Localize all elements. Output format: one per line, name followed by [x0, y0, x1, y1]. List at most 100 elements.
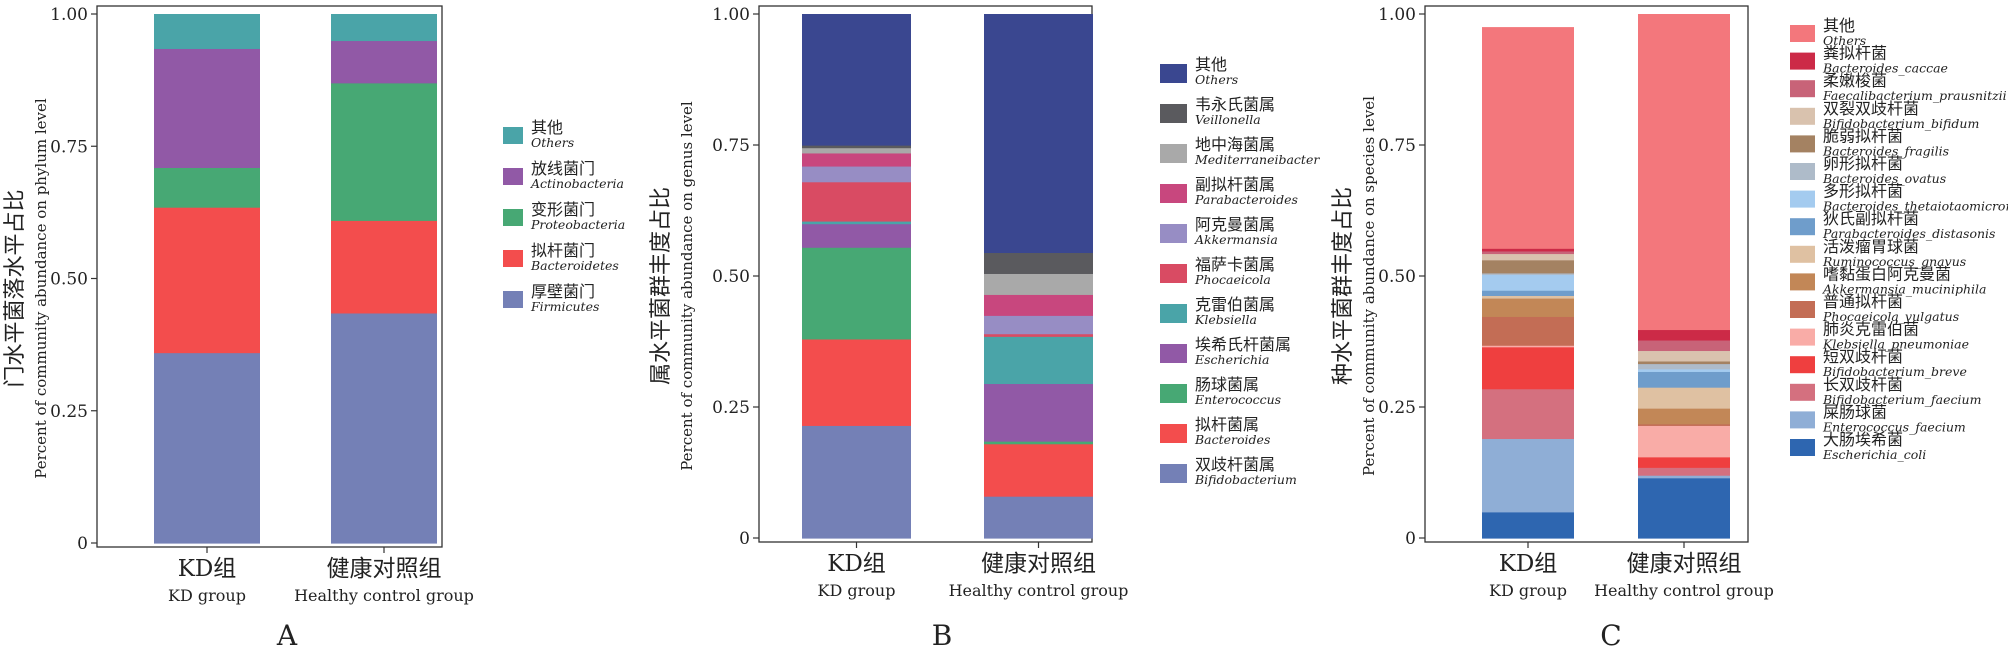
legend-swatch	[1790, 80, 1815, 98]
chart-panel-c: 0 0.25 0.50 0.75 1.00 种水平菌群丰度占比 Percent of com…	[1331, 5, 2008, 652]
bar-segment	[1482, 248, 1574, 252]
bar-segment	[1638, 467, 1730, 476]
bar-segment	[331, 220, 437, 314]
y-tick-label: 0	[77, 534, 88, 554]
bar-segment	[1482, 388, 1574, 440]
legend-label-cn: 肺炎克雷伯菌	[1823, 320, 1919, 339]
legend-label-cn: 长双歧杆菌	[1823, 375, 1903, 394]
y-axis-label-en: Percent of community abundance on specie…	[1360, 96, 1378, 476]
legend-swatch	[1160, 64, 1187, 83]
x-tick-label-cn: 健康对照组	[1627, 551, 1742, 577]
bar-segment	[984, 315, 1093, 335]
legend-label-en: Bacteroidetes	[530, 258, 619, 273]
x-tick-label-en: KD group	[818, 581, 896, 600]
legend-label-en: Ruminococcus_gnavus	[1822, 254, 1966, 269]
legend-swatch	[503, 291, 523, 308]
legend-swatch	[1790, 107, 1815, 125]
x-tick-label-en: KD group	[1489, 581, 1567, 600]
legend-swatch	[503, 168, 523, 185]
legend-label-cn: 副拟杆菌属	[1195, 175, 1275, 194]
bar-segment	[1482, 290, 1574, 296]
y-tick-label: 0.25	[50, 402, 88, 422]
bar-segment	[984, 14, 1093, 254]
x-tick-label-cn: 健康对照组	[327, 556, 442, 582]
legend-label-en: Enterococcus_faecium	[1822, 419, 1966, 434]
legend-swatch	[1160, 304, 1187, 323]
legend-swatch	[1160, 344, 1187, 363]
bar-segment	[1482, 298, 1574, 317]
legend-label-en: Veillonella	[1195, 112, 1261, 127]
legend-label-en: Phocaeicola_vulgatus	[1822, 309, 1959, 324]
bar-segment	[331, 82, 437, 221]
bar-segment	[1638, 339, 1730, 352]
x-tick-label-cn: 健康对照组	[981, 551, 1096, 577]
legend-swatch	[1160, 384, 1187, 403]
legend-label-cn: 克雷伯菌属	[1195, 295, 1275, 314]
bar-segment	[1482, 250, 1574, 255]
legend-label-en: Bacteroides_fragilis	[1822, 143, 1949, 158]
legend-label-cn: 嗜黏蛋白阿克曼菌	[1823, 264, 1951, 283]
legend-label-en: Parabacteroides	[1194, 192, 1298, 207]
x-tick-label-cn: KD组	[178, 556, 237, 582]
legend-label-en: Bacteroides_thetaiotaomicron	[1822, 199, 2008, 214]
legend-swatch	[1790, 328, 1815, 346]
legend-label-en: Klebsiella_pneumoniae	[1822, 337, 1969, 352]
y-tick-label: 0.75	[1378, 136, 1416, 156]
legend-label-cn: 福萨卡菌属	[1195, 255, 1275, 274]
legend-label-en: Phocaeicola	[1194, 272, 1271, 287]
bar-segment	[1482, 253, 1574, 261]
legend-label-cn: 阿克曼菌属	[1195, 215, 1275, 234]
bar-segment	[1638, 350, 1730, 362]
legend-swatch	[1790, 25, 1815, 42]
legend-label-en: Mediterraneibacter	[1194, 152, 1320, 167]
bar-segment	[1638, 371, 1730, 388]
chart-panel-b: 0 0.25 0.50 0.75 1.00 属水平菌群丰度占比 Percent of com…	[649, 5, 1320, 652]
bar-segment	[1482, 316, 1574, 346]
bar-segment	[802, 181, 911, 222]
chart-panel-a: 0 0.25 0.50 0.75 1.00 门水平菌落水平占比 Percent of com…	[3, 5, 625, 652]
legend-swatch	[503, 209, 523, 226]
bar-segment	[1482, 345, 1574, 348]
y-tick-label: 0.50	[1378, 267, 1416, 287]
bar-segment	[984, 336, 1093, 385]
x-tick-label-en: Healthy control group	[949, 581, 1129, 600]
legend-label-en: Enterococcus	[1194, 392, 1281, 407]
legend-label-en: Actinobacteria	[530, 176, 624, 191]
x-tick-label-cn: KD组	[1499, 551, 1558, 577]
legend-label-cn: 狄氏副拟杆菌	[1823, 209, 1919, 228]
bar-segment	[1638, 368, 1730, 372]
bar-segment	[1638, 363, 1730, 370]
bar-segment	[984, 252, 1093, 274]
legend-swatch	[1790, 135, 1815, 153]
bar-segment	[1638, 423, 1730, 426]
legend-label-en: Bifidobacterium_faecium	[1822, 392, 1981, 407]
legend-label-en: Klebsiella	[1194, 312, 1257, 327]
x-tick-label-en: Healthy control group	[294, 586, 474, 605]
legend-label-en: Akkermansia_muciniphila	[1822, 281, 1986, 296]
legend-label-en: Bifidobacterium	[1194, 472, 1297, 487]
bar-segment	[1638, 14, 1730, 331]
bar-segment	[1638, 456, 1730, 468]
bar-segment	[331, 312, 437, 544]
y-axis-label-cn: 门水平菌落水平占比	[3, 189, 28, 387]
bar-segment	[154, 352, 260, 544]
